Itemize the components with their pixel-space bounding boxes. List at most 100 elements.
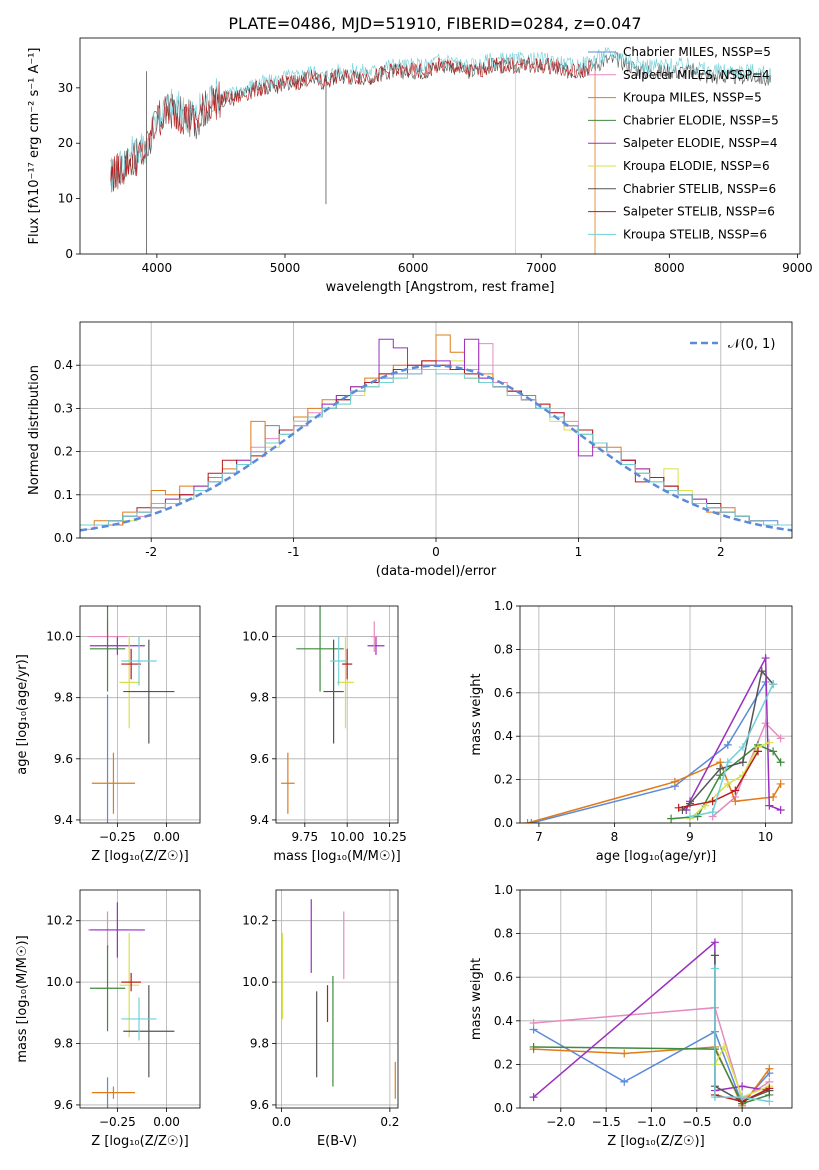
y-tick-label: 9.4 xyxy=(54,813,73,827)
y-tick-label: 9.8 xyxy=(54,691,73,705)
y-tick-label: 10.0 xyxy=(242,975,269,989)
legend-entry: Chabrier MILES, NSSP=5 xyxy=(623,45,771,59)
x-tick-label: 5000 xyxy=(270,261,301,275)
x-tick-label: 7 xyxy=(535,830,543,844)
y-tick-label: 9.4 xyxy=(250,813,269,827)
mass-weight-point-marker xyxy=(765,801,774,810)
y-tick-label: 0 xyxy=(65,247,73,261)
mass-weight-point-marker xyxy=(769,792,778,801)
x-tick-label: 6000 xyxy=(398,261,429,275)
y-tick-label: 9.6 xyxy=(250,752,269,766)
y-axis-label: Normed distribution xyxy=(27,365,42,495)
x-tick-label: -2 xyxy=(145,545,157,559)
x-tick-label: 2 xyxy=(717,545,725,559)
axes-frame xyxy=(79,321,793,539)
x-tick-label: 0.00 xyxy=(153,830,180,844)
mass-weight-point-marker xyxy=(761,719,770,728)
mass-weight-point-marker xyxy=(674,803,683,812)
axes-frame xyxy=(275,889,399,1109)
x-tick-label: −1.5 xyxy=(592,1115,621,1129)
mass-weight-series-line xyxy=(689,741,770,820)
mass-weight-point-marker xyxy=(693,812,702,821)
mass-weight-point-marker xyxy=(765,1084,774,1093)
x-tick-label: 0.0 xyxy=(272,1115,291,1129)
mass-weight-point-marker xyxy=(670,777,679,786)
y-tick-label: 10 xyxy=(58,192,73,206)
legend-entry: Salpeter MILES, NSSP=4 xyxy=(623,68,770,82)
y-tick-label: 0.4 xyxy=(494,1014,513,1028)
y-tick-label: 0.0 xyxy=(54,531,73,545)
mass-vs-Z-plot-area xyxy=(87,902,175,1108)
y-tick-label: 10.0 xyxy=(46,975,73,989)
mass-vs-Z-axes: −0.25 0.00 9.6 9.8 10.0 10.2 Z [log₁₀(Z/Z☉)] ma… xyxy=(15,889,201,1149)
mass-weight-point-marker xyxy=(738,743,747,752)
mass-weight-point-marker xyxy=(723,758,732,767)
x-axis-label: wavelength [Angstrom, rest frame] xyxy=(326,280,555,295)
x-tick-label: −2.0 xyxy=(546,1115,575,1129)
axes-frame xyxy=(79,37,801,255)
y-tick-label: 9.6 xyxy=(54,1098,73,1112)
x-tick-label: 7000 xyxy=(526,261,557,275)
mass-weight-point-marker xyxy=(710,951,719,960)
mass-weight-point-marker xyxy=(769,747,778,756)
x-tick-label: 9000 xyxy=(782,261,813,275)
mass-weight-point-marker xyxy=(731,797,740,806)
y-tick-label: 0.3 xyxy=(54,401,73,415)
x-tick-label: 0.2 xyxy=(380,1115,399,1129)
age-vs-mass-plot-area xyxy=(281,606,385,814)
axes-frame xyxy=(275,605,399,824)
gaussian-curve xyxy=(80,364,792,532)
mass-weight-point-marker xyxy=(686,812,694,821)
mass-weight-point-marker xyxy=(765,738,774,747)
residuals-axes: -2 -1 0 1 2 0.0 0.1 0.2 0.3 0.4 (data-model)/error… xyxy=(27,321,793,579)
spectrum-plot-area xyxy=(110,47,772,254)
mass-weight-point-marker xyxy=(738,1082,747,1091)
mass-weight-vs-Z-axes: −2.0 −1.5 −1.0 −0.5 0.0 0.0 0.2 0.4 0.6 0.8 1.0 Z [… xyxy=(469,883,793,1149)
mass-weight-point-marker xyxy=(761,654,770,663)
mass-weight-series-line xyxy=(714,968,770,1103)
y-tick-label: 10.0 xyxy=(46,630,73,644)
y-tick-label: 0.6 xyxy=(494,970,513,984)
y-tick-label: 0.2 xyxy=(494,773,513,787)
mass-weight-point-marker xyxy=(708,808,717,817)
y-tick-label: 0.0 xyxy=(494,1101,513,1115)
y-axis-label: mass weight xyxy=(469,673,484,755)
mass-weight-series-line xyxy=(678,751,759,809)
mass-weight-series-line xyxy=(714,1045,770,1099)
x-tick-label: 0.0 xyxy=(733,1115,752,1129)
mass-weight-point-marker xyxy=(776,758,785,767)
mass-weight-point-marker xyxy=(529,1018,538,1027)
age-vs-Z-plot-area xyxy=(87,606,175,823)
mass-weight-point-marker xyxy=(529,1042,538,1051)
mass-vs-ebv-axes: 0.0 0.2 9.6 9.8 10.0 10.2 E(B-V) xyxy=(242,889,399,1149)
y-tick-label: 0.8 xyxy=(494,642,513,656)
y-tick-label: 10.2 xyxy=(242,914,269,928)
y-tick-label: 30 xyxy=(58,81,73,95)
residuals-plot-area xyxy=(80,334,792,538)
y-tick-label: 9.8 xyxy=(54,1037,73,1051)
x-axis-label: (data-model)/error xyxy=(376,564,497,579)
y-axis-label: Flux [fλ10⁻¹⁷ erg cm⁻² s⁻¹ A⁻¹] xyxy=(27,48,42,245)
mass-weight-series-line xyxy=(533,1006,770,1101)
mass-weight-point-marker xyxy=(731,786,740,795)
x-axis-label: Z [log₁₀(Z/Z☉)] xyxy=(91,849,188,864)
mass-weight-point-marker xyxy=(620,1049,629,1058)
y-tick-label: 20 xyxy=(58,136,73,150)
mass-weight-point-marker xyxy=(738,758,747,767)
legend-entry: 𝒩(0, 1) xyxy=(728,337,775,352)
y-tick-label: 0.8 xyxy=(494,927,513,941)
mass-weight-point-marker xyxy=(738,1093,747,1102)
legend-entry: Salpeter STELIB, NSSP=6 xyxy=(623,205,775,219)
x-tick-label: 10.25 xyxy=(372,830,406,844)
mass-weight-series-line xyxy=(681,669,774,811)
mass-weight-point-marker xyxy=(723,779,732,788)
spectrum-axes: 4000 5000 6000 7000 8000 9000 0 10 20 30 wavelengt… xyxy=(27,37,813,295)
x-tick-label: 9.75 xyxy=(291,830,318,844)
mass-weight-vs-age-plot-area xyxy=(523,654,785,823)
x-axis-label: Z [log₁₀(Z/Z☉)] xyxy=(607,1134,704,1149)
mass-weight-point-marker xyxy=(527,819,536,823)
figure-title: PLATE=0486, MJD=51910, FIBERID=0284, z=0… xyxy=(228,14,641,33)
x-tick-label: 0.00 xyxy=(153,1115,180,1129)
mass-weight-point-marker xyxy=(720,1042,728,1051)
y-tick-label: 10.2 xyxy=(46,914,73,928)
